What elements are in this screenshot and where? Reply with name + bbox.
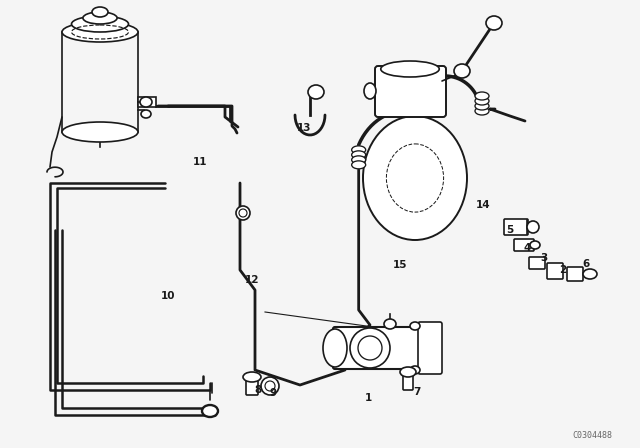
Ellipse shape — [410, 322, 420, 330]
Ellipse shape — [141, 110, 151, 118]
Text: 4: 4 — [524, 243, 531, 253]
Ellipse shape — [243, 372, 261, 382]
Ellipse shape — [475, 102, 489, 110]
Ellipse shape — [239, 209, 247, 217]
Text: C0304488: C0304488 — [572, 431, 612, 439]
Text: 15: 15 — [393, 260, 407, 270]
Ellipse shape — [62, 122, 138, 142]
Ellipse shape — [202, 405, 218, 417]
Text: 3: 3 — [540, 253, 548, 263]
Ellipse shape — [400, 367, 416, 377]
Ellipse shape — [486, 16, 502, 30]
Ellipse shape — [384, 319, 396, 329]
Ellipse shape — [350, 328, 390, 368]
Text: 8: 8 — [254, 385, 262, 395]
Ellipse shape — [351, 146, 365, 154]
Ellipse shape — [265, 381, 275, 391]
Ellipse shape — [454, 64, 470, 78]
Ellipse shape — [475, 97, 489, 105]
Ellipse shape — [62, 22, 138, 42]
Ellipse shape — [351, 156, 365, 164]
Text: 7: 7 — [413, 387, 420, 397]
Ellipse shape — [475, 92, 489, 100]
Text: 5: 5 — [506, 225, 514, 235]
Ellipse shape — [261, 377, 279, 395]
FancyBboxPatch shape — [403, 374, 413, 390]
Ellipse shape — [92, 7, 108, 17]
Text: 2: 2 — [559, 265, 566, 275]
Text: 13: 13 — [297, 123, 311, 133]
Bar — [138, 97, 156, 107]
Ellipse shape — [308, 85, 324, 99]
FancyBboxPatch shape — [375, 66, 446, 117]
FancyBboxPatch shape — [246, 379, 258, 395]
Ellipse shape — [527, 221, 539, 233]
Ellipse shape — [475, 107, 489, 115]
Text: 12: 12 — [244, 275, 259, 285]
FancyBboxPatch shape — [529, 257, 545, 269]
Ellipse shape — [381, 61, 439, 77]
Ellipse shape — [410, 366, 420, 374]
Ellipse shape — [72, 16, 129, 32]
Ellipse shape — [83, 12, 117, 24]
FancyBboxPatch shape — [504, 219, 528, 235]
Ellipse shape — [140, 97, 152, 107]
Ellipse shape — [351, 161, 365, 169]
Text: 10: 10 — [161, 291, 175, 301]
FancyBboxPatch shape — [418, 322, 442, 374]
Ellipse shape — [364, 83, 376, 99]
Text: 14: 14 — [476, 200, 490, 210]
Ellipse shape — [323, 329, 347, 367]
FancyBboxPatch shape — [333, 327, 427, 369]
Text: 11: 11 — [193, 157, 207, 167]
Ellipse shape — [583, 269, 597, 279]
FancyBboxPatch shape — [567, 267, 583, 281]
Text: 9: 9 — [269, 388, 276, 398]
Text: 6: 6 — [582, 259, 589, 269]
FancyBboxPatch shape — [514, 239, 534, 251]
Ellipse shape — [358, 336, 382, 360]
Ellipse shape — [530, 241, 540, 249]
FancyBboxPatch shape — [547, 263, 563, 279]
Ellipse shape — [363, 116, 467, 240]
Ellipse shape — [351, 151, 365, 159]
Ellipse shape — [236, 206, 250, 220]
Text: 1: 1 — [364, 393, 372, 403]
